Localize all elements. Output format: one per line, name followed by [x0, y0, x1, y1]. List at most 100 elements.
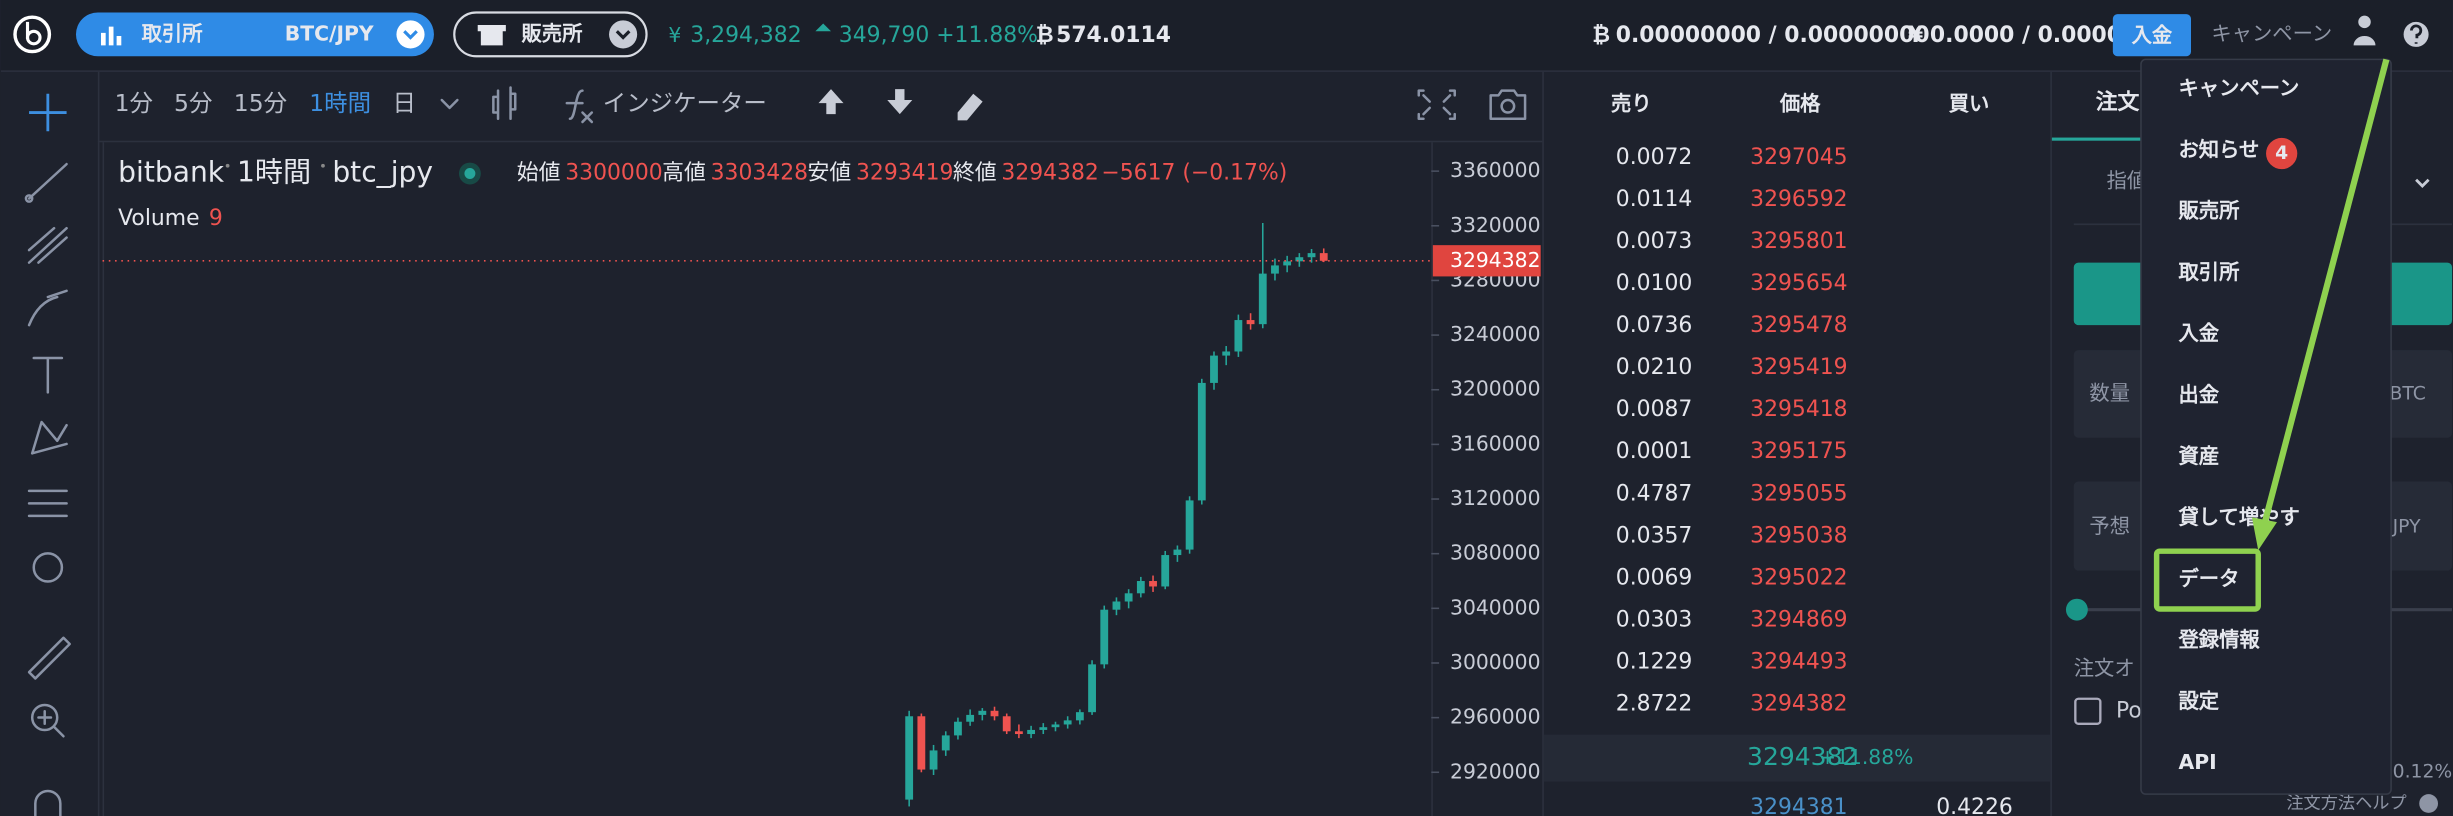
menu-item[interactable]: 登録情報	[2178, 628, 2261, 652]
shop-button[interactable]	[453, 11, 648, 58]
emoji-tool[interactable]	[32, 552, 64, 583]
menu-item[interactable]: お知らせ	[2179, 137, 2260, 161]
candle-body	[990, 710, 999, 717]
candle-body	[966, 714, 975, 722]
menu-item[interactable]: キャンペーン	[2179, 76, 2300, 100]
shop-dropdown[interactable]	[609, 20, 638, 49]
tab-underline	[2051, 137, 2193, 141]
campaign-link[interactable]: キャンペーン	[2211, 21, 2332, 45]
screenshot-button[interactable]	[1489, 89, 1527, 121]
ask-price: 3294493	[1750, 649, 1847, 674]
zoom-tool[interactable]	[30, 703, 59, 732]
indicator-icon[interactable]	[565, 89, 594, 124]
shop-icon	[477, 25, 506, 46]
deposit-button[interactable]	[2112, 14, 2192, 57]
ohlc-label: 終値	[953, 161, 997, 186]
exchange-name: bitbank	[118, 156, 225, 189]
candle-body	[1258, 273, 1267, 325]
brush-tool[interactable]	[27, 289, 68, 327]
ohlc-value: 3300000	[565, 161, 662, 186]
menu-item[interactable]: 取引所	[2179, 260, 2240, 284]
symbol-name: btc_jpy	[332, 156, 433, 189]
eraser-button[interactable]	[957, 93, 986, 121]
ohlc-label: 始値	[517, 161, 561, 186]
drawing-tools	[24, 93, 71, 816]
candle-body	[1295, 257, 1304, 262]
candle-body	[1112, 601, 1121, 610]
interval-button[interactable]: 5分	[174, 89, 212, 117]
order-tab[interactable]: 注文	[2096, 89, 2140, 115]
pointer-arrowhead	[2251, 517, 2277, 551]
order-help[interactable]: 注文方法ヘルプ	[2286, 793, 2406, 813]
text-tool[interactable]	[32, 356, 64, 394]
interval-button[interactable]: 15分	[234, 89, 287, 117]
indicator-button[interactable]: インジケーター	[603, 89, 767, 117]
day-button[interactable]: 日	[393, 89, 416, 117]
candle-body	[917, 716, 926, 770]
slider-thumb[interactable]	[2065, 598, 2088, 621]
ask-price: 3295038	[1750, 523, 1847, 548]
interval-dropdown[interactable]	[440, 98, 459, 110]
ask-amount: 0.0303	[1616, 607, 1693, 632]
volume-label: Volume	[118, 206, 199, 231]
mid-band	[1543, 734, 2051, 782]
ruler-tool[interactable]	[27, 636, 71, 680]
y-tick-label: 3160000	[1450, 431, 1540, 455]
fullscreen-button[interactable]	[1417, 89, 1456, 121]
menu-item[interactable]: 設定	[2179, 689, 2220, 713]
bid-amount: 0.4226	[1936, 795, 2013, 816]
price-chart: 3360000332000032800003240000320000031600…	[102, 156, 1541, 807]
post-only-checkbox[interactable]	[2074, 697, 2102, 725]
download-button[interactable]	[885, 89, 914, 119]
logo[interactable]	[13, 15, 52, 54]
amount-label: 数量	[2089, 381, 2130, 405]
chart-type-button[interactable]	[492, 86, 517, 121]
ohlc-change: −5617 (−0.17%)	[1101, 161, 1287, 186]
fib-tool[interactable]	[27, 226, 68, 264]
status-dot-core	[464, 168, 476, 179]
interval-button[interactable]: 1分	[115, 89, 153, 117]
line-tool[interactable]	[24, 162, 68, 203]
market-button[interactable]	[75, 12, 434, 57]
ask-amount: 0.0087	[1616, 397, 1693, 422]
candle-body	[1088, 664, 1096, 713]
menu-item[interactable]: API	[2179, 750, 2217, 774]
mid-change: +11.88%	[1819, 745, 1913, 769]
menu-item[interactable]: 資産	[2179, 444, 2220, 468]
volume-value: 9	[209, 206, 223, 231]
screenshot-lens	[1500, 98, 1516, 114]
menu-item[interactable]: 出金	[2179, 382, 2220, 406]
deposit-label[interactable]: 入金	[2132, 23, 2173, 47]
upload-button[interactable]	[816, 89, 846, 119]
menu-item[interactable]: 販売所	[2179, 199, 2240, 223]
highlight-box	[2153, 548, 2261, 612]
magnet-tool[interactable]	[34, 789, 62, 816]
candle-body	[1197, 382, 1206, 501]
candle-body	[941, 735, 950, 751]
pattern-tool[interactable]	[30, 420, 68, 455]
amount-unit: BTC	[2390, 383, 2426, 404]
market-button-label: 取引所	[142, 21, 203, 45]
last-price-tag	[1432, 245, 1541, 277]
menu-item[interactable]: データ	[2179, 566, 2240, 590]
ask-price: 3294869	[1750, 607, 1847, 632]
ohlc-value: 3294382	[1001, 161, 1098, 186]
interval-button[interactable]: 1時間	[309, 89, 371, 117]
y-tick-label: 2960000	[1450, 705, 1540, 729]
ask-price: 3295801	[1750, 229, 1847, 254]
y-tick-label: 3320000	[1450, 213, 1540, 237]
menu-item[interactable]: 入金	[2179, 321, 2220, 345]
crosshair-tool[interactable]	[29, 93, 67, 132]
ask-amount: 0.0210	[1616, 355, 1693, 380]
candle-body	[978, 710, 987, 715]
candle-body	[1039, 727, 1048, 730]
pair-dropdown[interactable]	[396, 20, 425, 49]
measure-lines-tool[interactable]	[27, 489, 68, 518]
menu-item[interactable]: 貸して増やす	[2178, 505, 2300, 529]
ask-amount: 0.0001	[1616, 439, 1693, 464]
candle-body	[929, 750, 938, 770]
user-icon[interactable]	[2353, 15, 2376, 46]
candle-body	[1027, 729, 1036, 735]
yen-symbol: ¥	[1908, 23, 1923, 48]
